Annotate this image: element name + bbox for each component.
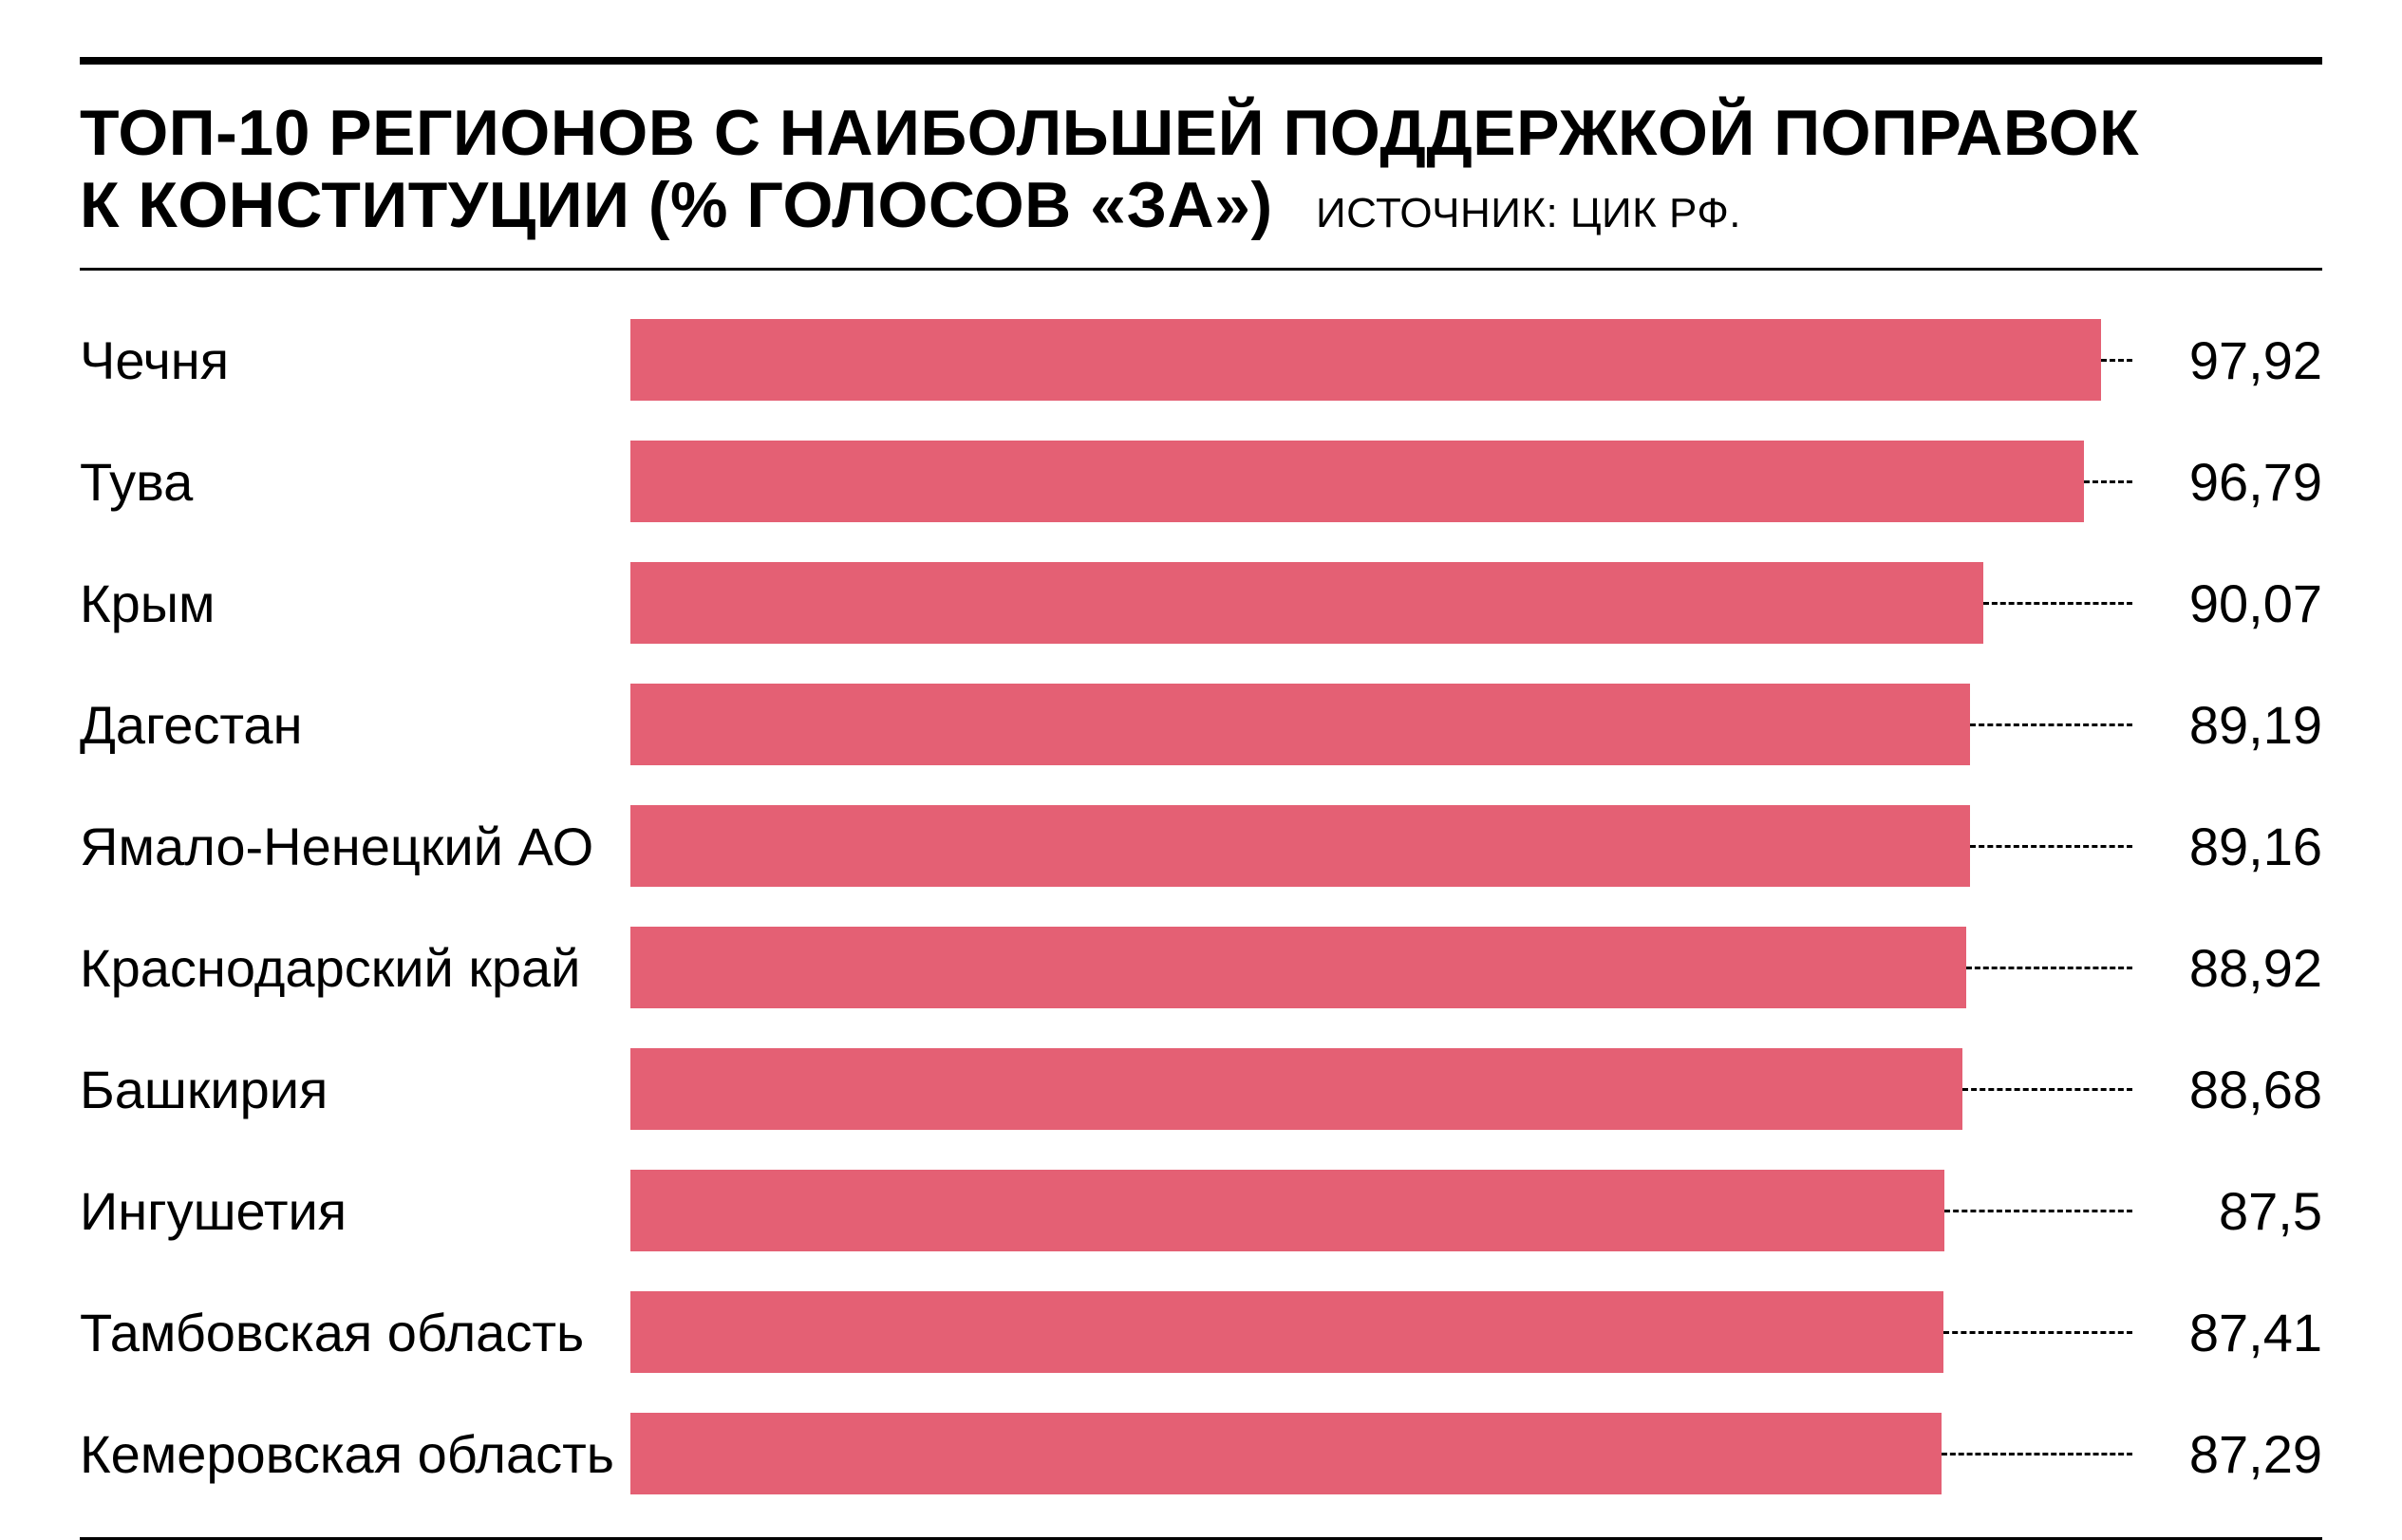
bar — [630, 1413, 1942, 1494]
bar — [630, 805, 1970, 887]
bar-area — [630, 421, 2132, 542]
row-value: 87,5 — [2132, 1180, 2322, 1242]
chart-header: ТОП-10 РЕГИОНОВ С НАИБОЛЬШЕЙ ПОДДЕРЖКОЙ … — [80, 65, 2322, 268]
bar-area — [630, 907, 2132, 1028]
row-label: Кемеровская область — [80, 1423, 630, 1485]
chart-title-line2: К КОНСТИТУЦИИ (% ГОЛОСОВ «ЗА») — [80, 169, 1273, 241]
chart-row: Башкирия 88,68 — [80, 1028, 2322, 1150]
bar — [630, 1048, 1962, 1130]
row-label: Ямало-Ненецкий АО — [80, 816, 630, 877]
bar-area — [630, 1028, 2132, 1150]
bar — [630, 562, 1983, 644]
chart-row: Ямало-Ненецкий АО 89,16 — [80, 785, 2322, 907]
row-value: 88,68 — [2132, 1059, 2322, 1120]
row-label: Краснодарский край — [80, 937, 630, 999]
chart-row: Дагестан 89,19 — [80, 664, 2322, 785]
chart-row: Краснодарский край 88,92 — [80, 907, 2322, 1028]
chart-source: ИСТОЧНИК: ЦИК РФ. — [1291, 190, 1741, 236]
top-rule — [80, 57, 2322, 65]
row-value: 88,92 — [2132, 937, 2322, 999]
leader-line — [1970, 845, 2133, 848]
row-label: Башкирия — [80, 1059, 630, 1120]
bar — [630, 684, 1970, 765]
row-value: 97,92 — [2132, 329, 2322, 391]
bar — [630, 319, 2101, 401]
row-value: 90,07 — [2132, 573, 2322, 634]
leader-line — [1943, 1331, 2132, 1334]
row-value: 89,16 — [2132, 816, 2322, 877]
leader-line — [1983, 602, 2132, 605]
bar — [630, 441, 2084, 522]
chart-rows: Чечня 97,92 Тува 96,79 Крым 90,07 Дагестан 89,1… — [80, 271, 2322, 1537]
chart-row: Ингушетия 87,5 — [80, 1150, 2322, 1271]
chart-row: Тува 96,79 — [80, 421, 2322, 542]
chart-row: Тамбовская область 87,41 — [80, 1271, 2322, 1393]
leader-line — [1944, 1210, 2132, 1212]
row-label: Тамбовская область — [80, 1302, 630, 1363]
leader-line — [1970, 723, 2132, 726]
row-value: 87,29 — [2132, 1423, 2322, 1485]
bar-area — [630, 299, 2132, 421]
row-value: 96,79 — [2132, 451, 2322, 513]
bar-area — [630, 1150, 2132, 1271]
bar — [630, 1291, 1943, 1373]
bar-area — [630, 664, 2132, 785]
bar-area — [630, 542, 2132, 664]
chart-title-line1: ТОП-10 РЕГИОНОВ С НАИБОЛЬШЕЙ ПОДДЕРЖКОЙ … — [80, 97, 2322, 169]
row-label: Ингушетия — [80, 1180, 630, 1242]
chart-row: Кемеровская область 87,29 — [80, 1393, 2322, 1514]
row-label: Чечня — [80, 329, 630, 391]
bar — [630, 1170, 1944, 1251]
bar-area — [630, 785, 2132, 907]
chart-row: Крым 90,07 — [80, 542, 2322, 664]
leader-line — [1966, 967, 2132, 969]
leader-line — [1942, 1453, 2132, 1455]
row-value: 87,41 — [2132, 1302, 2322, 1363]
leader-line — [2101, 359, 2132, 362]
leader-line — [1962, 1088, 2132, 1091]
row-label: Крым — [80, 573, 630, 634]
regions-support-chart: ТОП-10 РЕГИОНОВ С НАИБОЛЬШЕЙ ПОДДЕРЖКОЙ … — [80, 57, 2322, 1540]
chart-title-line2-wrap: К КОНСТИТУЦИИ (% ГОЛОСОВ «ЗА») ИСТОЧНИК:… — [80, 169, 2322, 241]
bar-area — [630, 1393, 2132, 1514]
row-label: Дагестан — [80, 694, 630, 756]
chart-row: Чечня 97,92 — [80, 299, 2322, 421]
row-label: Тува — [80, 451, 630, 513]
bar — [630, 927, 1966, 1008]
row-value: 89,19 — [2132, 694, 2322, 756]
bar-area — [630, 1271, 2132, 1393]
leader-line — [2084, 480, 2132, 483]
